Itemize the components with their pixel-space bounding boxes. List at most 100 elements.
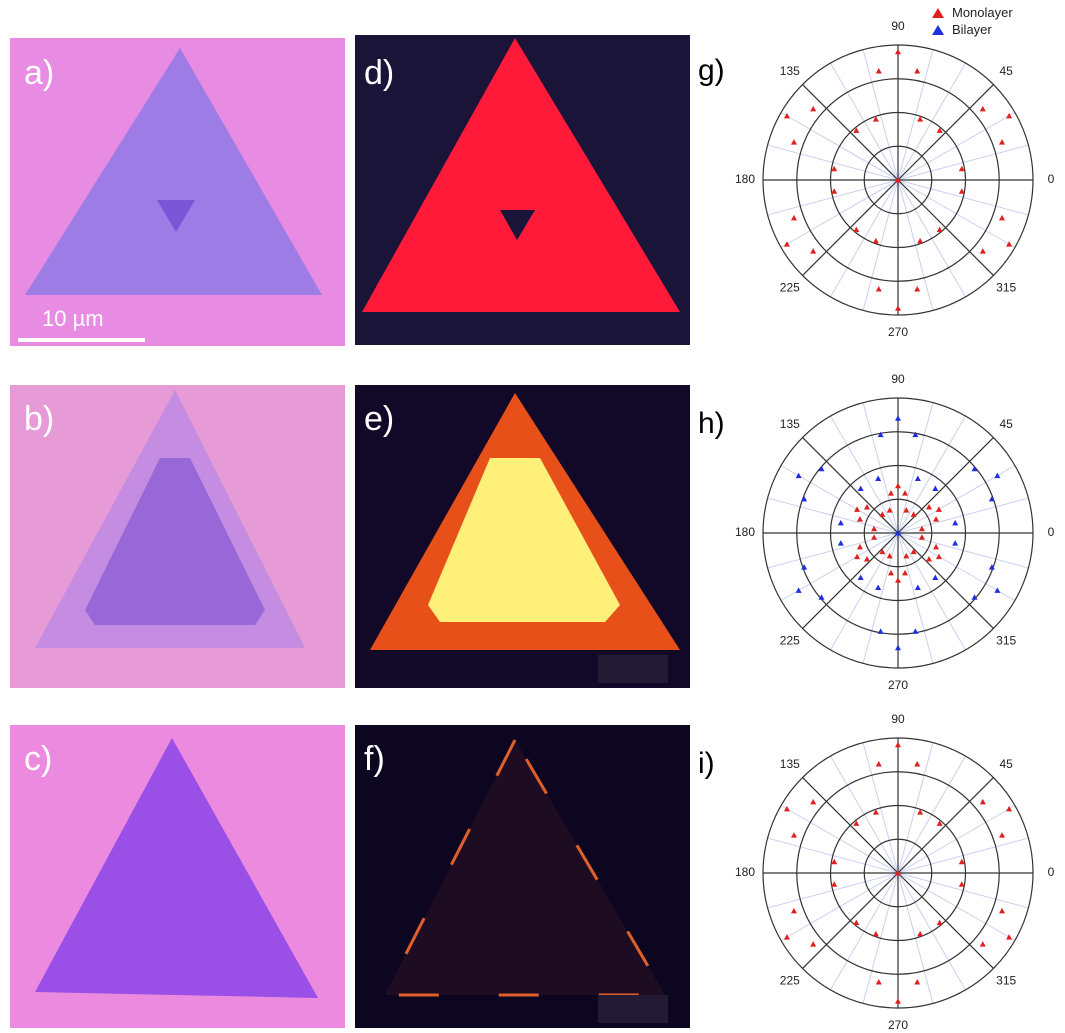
- data-point: [917, 809, 924, 815]
- data-point: [854, 506, 861, 512]
- spoke: [802, 179, 899, 276]
- data-point: [875, 286, 882, 292]
- data-point: [936, 127, 943, 133]
- data-point: [914, 286, 921, 292]
- legend-marker: [932, 25, 944, 35]
- flake: [35, 738, 318, 998]
- spoke: [802, 437, 899, 534]
- data-point: [932, 574, 939, 580]
- spoke: [897, 872, 994, 969]
- data-point: [837, 519, 844, 526]
- angle-label: 90: [891, 19, 905, 33]
- data-point: [810, 248, 817, 254]
- data-point: [910, 511, 917, 517]
- angle-label: 135: [780, 757, 800, 771]
- data-point: [895, 741, 901, 748]
- data-point: [818, 594, 825, 600]
- data-point: [875, 760, 882, 767]
- flake: [382, 736, 668, 997]
- data-point: [872, 930, 879, 937]
- data-point: [810, 941, 817, 947]
- data-point: [872, 809, 879, 815]
- data-point: [895, 644, 901, 651]
- data-point: [935, 506, 942, 512]
- data-point: [912, 628, 919, 634]
- spoke: [802, 872, 899, 969]
- angle-label: 0: [1048, 172, 1055, 186]
- data-point: [863, 503, 870, 510]
- angle-label: 225: [780, 973, 800, 987]
- data-point: [958, 188, 965, 194]
- spoke: [897, 777, 994, 874]
- data-point: [936, 919, 943, 926]
- data-point: [831, 165, 838, 172]
- data-point: [872, 116, 879, 122]
- angle-label: 270: [888, 325, 908, 339]
- angle-label: 135: [780, 64, 800, 78]
- data-point: [918, 525, 925, 532]
- data-point: [935, 553, 942, 560]
- data-point: [933, 543, 940, 550]
- flake: [428, 458, 620, 622]
- data-point: [853, 919, 860, 926]
- data-point: [917, 930, 924, 937]
- angle-label: 180: [735, 525, 755, 539]
- data-point: [1006, 805, 1013, 812]
- data-point: [895, 177, 901, 183]
- flake: [157, 200, 195, 232]
- data-point: [853, 226, 860, 233]
- data-point: [895, 482, 901, 489]
- data-point: [910, 548, 917, 555]
- data-point: [783, 241, 790, 247]
- data-point: [999, 139, 1006, 145]
- angle-label: 135: [780, 417, 800, 431]
- data-point: [879, 511, 886, 517]
- data-point: [872, 237, 879, 244]
- panel-label: c): [24, 740, 52, 778]
- angle-label: 90: [891, 712, 905, 726]
- data-point: [871, 534, 878, 540]
- data-point: [979, 941, 986, 947]
- data-point: [795, 472, 802, 479]
- data-point: [895, 870, 901, 876]
- data-point: [871, 525, 878, 532]
- data-point: [887, 569, 894, 576]
- angle-label: 180: [735, 865, 755, 879]
- spoke: [802, 532, 899, 629]
- angle-label: 315: [996, 633, 1016, 647]
- data-point: [790, 139, 797, 145]
- data-point: [912, 431, 919, 438]
- angle-label: 45: [1000, 417, 1014, 431]
- data-point: [837, 540, 844, 546]
- spoke: [897, 179, 994, 276]
- data-point: [926, 503, 933, 510]
- angle-label: 0: [1048, 525, 1055, 539]
- data-point: [979, 248, 986, 254]
- flake: [362, 38, 680, 312]
- data-point: [856, 516, 863, 522]
- data-point: [875, 475, 882, 481]
- data-point: [917, 116, 924, 122]
- data-point: [988, 564, 995, 570]
- scale-bar-label: 10 µm: [42, 306, 104, 331]
- data-point: [936, 820, 943, 826]
- data-point: [895, 577, 901, 583]
- data-point: [854, 553, 861, 560]
- angle-label: 315: [996, 973, 1016, 987]
- spoke: [897, 532, 994, 629]
- spoke: [897, 437, 994, 534]
- data-point: [926, 556, 933, 562]
- data-point: [994, 472, 1001, 479]
- data-point: [999, 214, 1006, 221]
- data-point: [810, 105, 817, 112]
- panel-label: i): [698, 747, 715, 780]
- data-point: [999, 832, 1006, 838]
- angle-label: 315: [996, 280, 1016, 294]
- data-point: [1006, 934, 1013, 940]
- data-point: [783, 805, 790, 812]
- data-point: [875, 979, 882, 985]
- data-point: [795, 587, 802, 593]
- data-point: [914, 584, 921, 591]
- legend-label: Monolayer: [952, 5, 1013, 20]
- spoke: [802, 84, 899, 181]
